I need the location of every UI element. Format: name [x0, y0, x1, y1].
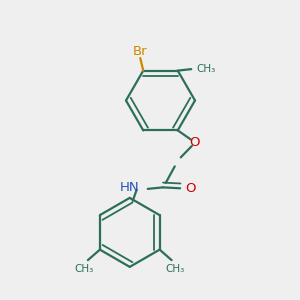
Text: CH₃: CH₃	[75, 264, 94, 274]
Text: CH₃: CH₃	[196, 64, 216, 74]
Text: O: O	[189, 136, 200, 149]
Text: CH₃: CH₃	[166, 264, 185, 274]
Text: HN: HN	[120, 182, 140, 194]
Text: O: O	[185, 182, 196, 195]
Text: Br: Br	[132, 45, 147, 58]
